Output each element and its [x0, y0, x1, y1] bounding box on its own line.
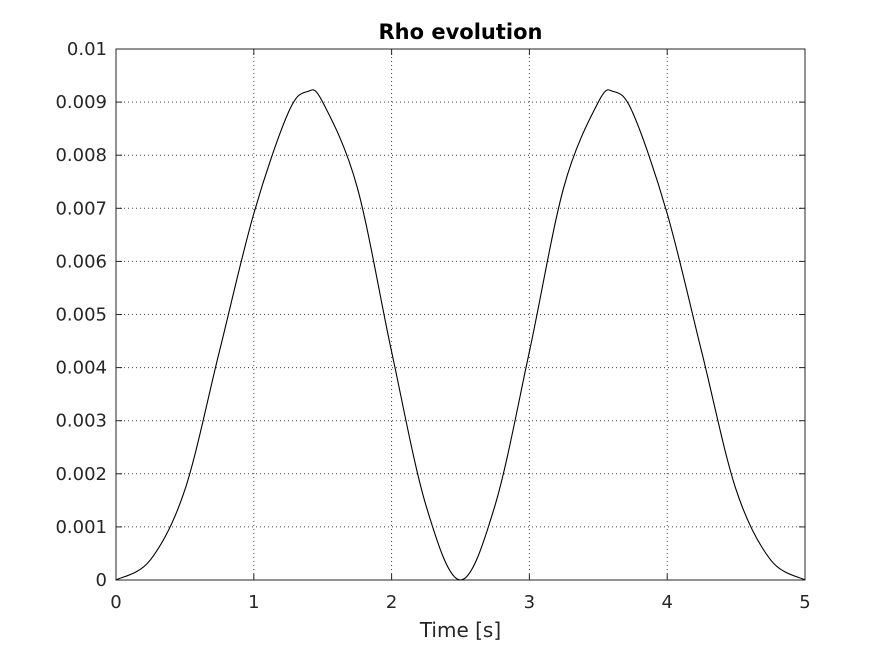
y-tick-label: 0.009 [55, 92, 107, 113]
x-tick-label: 4 [661, 592, 672, 613]
chart-title: Rho evolution [379, 20, 543, 44]
ticks [115, 48, 806, 581]
series-group [115, 89, 806, 581]
y-tick-label: 0 [96, 570, 107, 591]
y-tick-label: 0.01 [67, 39, 107, 60]
x-tick-labels: 0 1 2 3 4 5 [110, 592, 810, 613]
x-tick-label: 1 [248, 592, 259, 613]
x-tick-label: 0 [110, 592, 121, 613]
grid [116, 49, 805, 580]
x-tick-label: 3 [524, 592, 535, 613]
y-tick-label: 0.005 [55, 305, 107, 326]
y-tick-label: 0.006 [55, 251, 107, 272]
series-line [115, 89, 806, 581]
x-axis-label: Time [s] [419, 618, 501, 642]
y-tick-label: 0.001 [55, 517, 107, 538]
y-tick-labels: 0 0.001 0.002 0.003 0.004 0.005 0.006 0.007 0.00… [55, 39, 107, 591]
x-tick-label: 2 [386, 592, 397, 613]
y-tick-label: 0.008 [55, 145, 107, 166]
y-tick-label: 0.003 [55, 411, 107, 432]
x-tick-label: 5 [799, 592, 810, 613]
y-tick-label: 0.004 [55, 358, 107, 379]
y-tick-label: 0.007 [55, 198, 107, 219]
y-tick-label: 0.002 [55, 464, 107, 485]
